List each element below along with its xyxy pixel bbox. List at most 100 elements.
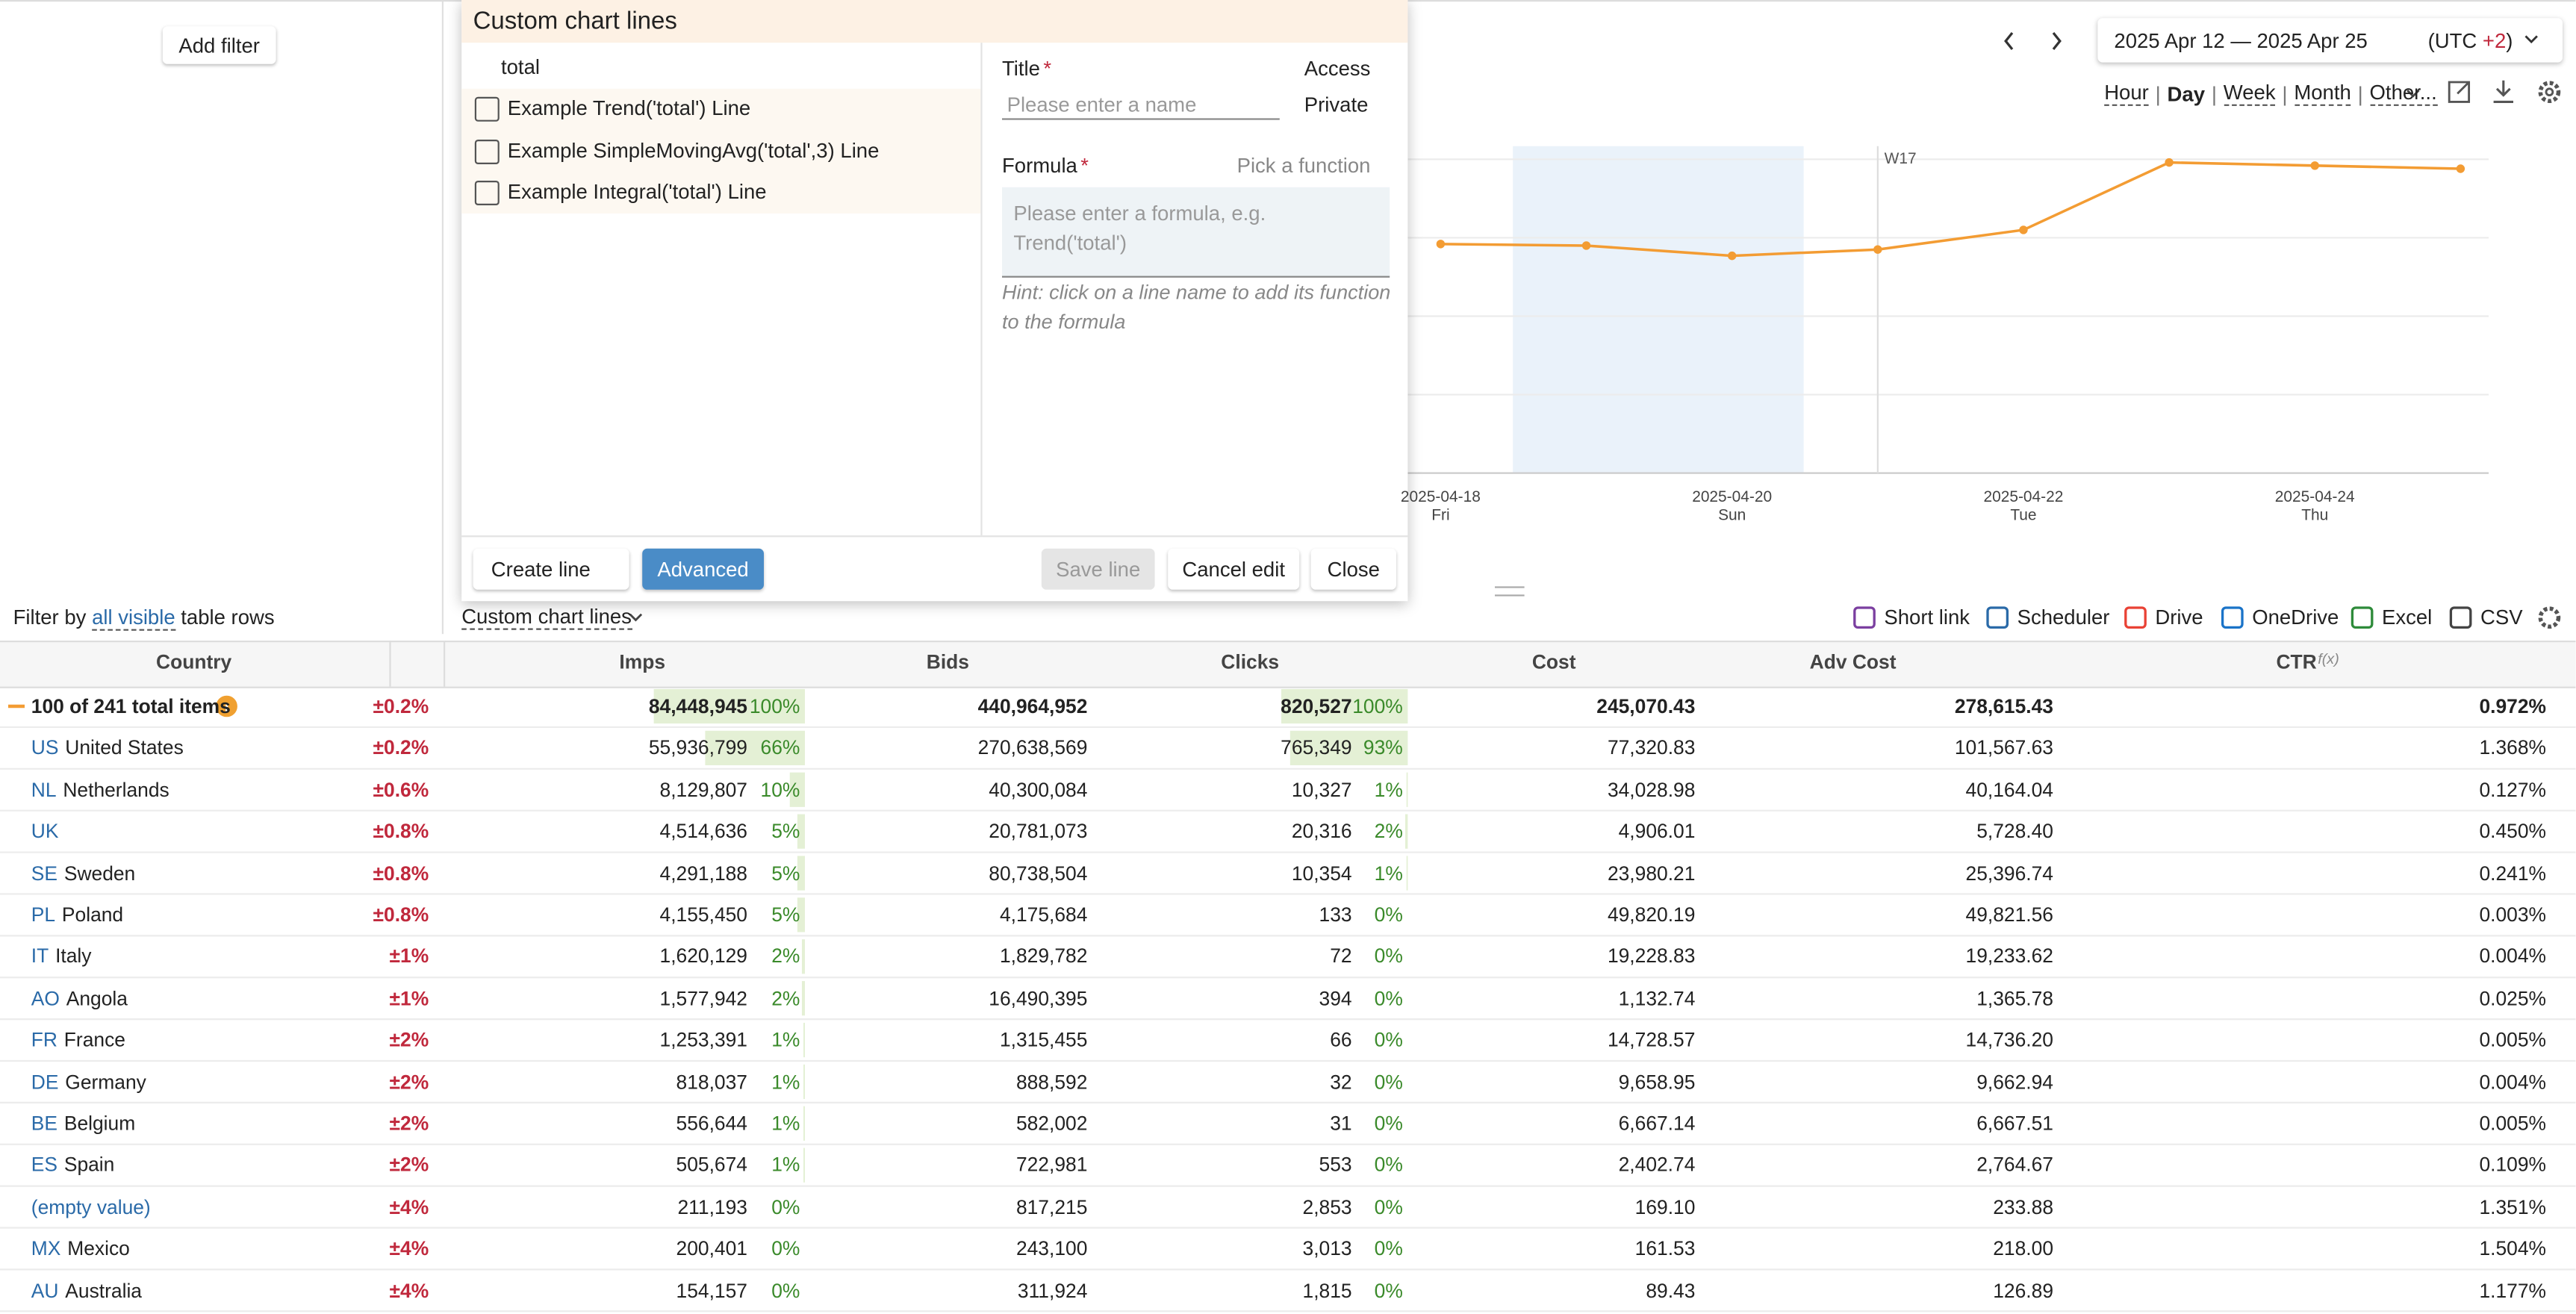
country-code[interactable]: AO bbox=[31, 986, 60, 1010]
cost-cell: 2,402.74 bbox=[1618, 1153, 1696, 1177]
checkbox[interactable] bbox=[474, 140, 500, 164]
date-range[interactable]: 2025 Apr 12 — 2025 Apr 25 bbox=[2114, 29, 2368, 53]
line-item[interactable]: total bbox=[501, 55, 541, 79]
splitter[interactable] bbox=[1495, 586, 1525, 597]
imps-cell: 211,193 bbox=[677, 1195, 748, 1218]
country-code[interactable]: MX bbox=[31, 1237, 61, 1260]
checkbox[interactable] bbox=[474, 96, 500, 122]
country-code[interactable]: BE bbox=[31, 1112, 58, 1136]
country-name[interactable]: Mexico bbox=[67, 1237, 130, 1260]
country-name[interactable]: Spain bbox=[63, 1153, 115, 1177]
export-link[interactable]: Short link bbox=[1884, 605, 1970, 629]
granularity-option[interactable]: Week bbox=[2223, 81, 2276, 106]
access-label: Access bbox=[1304, 57, 1371, 81]
clicks-cell: 10,327 bbox=[1291, 778, 1352, 802]
access-value[interactable]: Private bbox=[1304, 93, 1369, 117]
column-header[interactable]: Cost bbox=[1531, 650, 1576, 673]
country-code[interactable]: ES bbox=[31, 1153, 58, 1177]
country-name[interactable]: Belgium bbox=[63, 1112, 136, 1136]
col-divider bbox=[389, 641, 391, 687]
country-name[interactable]: France bbox=[63, 1028, 125, 1052]
cost-cell: 49,820.19 bbox=[1607, 903, 1696, 927]
granularity-option[interactable]: Hour bbox=[2104, 81, 2149, 106]
column-header[interactable]: Bids bbox=[926, 650, 970, 673]
ctr-cell: 0.004% bbox=[2479, 1070, 2546, 1094]
granularity-option[interactable]: Month bbox=[2294, 81, 2351, 106]
cancel-edit-button[interactable]: Cancel edit bbox=[1168, 548, 1300, 590]
column-header[interactable]: CTR bbox=[2276, 650, 2317, 673]
country-code[interactable]: DE bbox=[31, 1070, 59, 1094]
clicks-cell: 765,349 bbox=[1281, 736, 1352, 760]
dialog-header bbox=[461, 0, 1408, 43]
advanced-button[interactable]: Advanced bbox=[642, 548, 764, 590]
checkbox[interactable] bbox=[474, 181, 500, 205]
ctr-cell: 1.177% bbox=[2479, 1278, 2546, 1302]
export-link[interactable]: Scheduler bbox=[2017, 605, 2110, 629]
country-name[interactable]: (empty value) bbox=[31, 1195, 151, 1218]
imps-cell: 154,157 bbox=[676, 1278, 747, 1302]
cost-cell: 14,728.57 bbox=[1607, 1028, 1696, 1052]
share-label: 0% bbox=[1374, 1195, 1403, 1218]
add-filter-button[interactable]: Add filter bbox=[162, 26, 276, 64]
chevron-icon bbox=[2407, 89, 2420, 98]
filter-part: Filter by bbox=[13, 605, 93, 629]
close-button[interactable]: Close bbox=[1310, 548, 1396, 590]
country-code[interactable]: SE bbox=[31, 862, 58, 885]
share-label: 5% bbox=[771, 903, 800, 927]
separator: | bbox=[2211, 82, 2217, 105]
bids-cell: 270,638,569 bbox=[977, 736, 1088, 760]
settings-icon bbox=[2538, 81, 2561, 104]
country-name[interactable]: Netherlands bbox=[63, 778, 169, 802]
country-code[interactable]: PL bbox=[31, 903, 56, 927]
save-line-button[interactable]: Save line bbox=[1041, 548, 1155, 590]
country-name[interactable]: Italy bbox=[55, 944, 92, 968]
ctr-cell: 0.003% bbox=[2479, 903, 2546, 927]
line-item[interactable]: Example Trend('total') Line bbox=[507, 96, 751, 120]
country-code[interactable]: AU bbox=[31, 1278, 59, 1302]
country-code[interactable]: FR bbox=[31, 1028, 57, 1052]
column-header[interactable]: Imps bbox=[619, 650, 666, 673]
granularity-option[interactable]: Day bbox=[2167, 82, 2206, 105]
share-label: 100% bbox=[749, 694, 800, 718]
line-item[interactable]: Example SimpleMovingAvg('total',3) Line bbox=[507, 138, 880, 162]
country-code[interactable]: UK bbox=[31, 820, 59, 844]
next-icon bbox=[2052, 31, 2062, 51]
share-label: 5% bbox=[771, 862, 800, 885]
export-link[interactable]: CSV bbox=[2480, 605, 2523, 629]
export-link[interactable]: Drive bbox=[2155, 605, 2203, 629]
country-name[interactable]: Germany bbox=[65, 1070, 146, 1094]
create-line-button[interactable]: Create line bbox=[473, 548, 629, 590]
country-code[interactable]: IT bbox=[31, 944, 49, 968]
x-tick-sublabel: Sun bbox=[1718, 506, 1746, 525]
share-bar bbox=[797, 856, 805, 891]
export-link[interactable]: OneDrive bbox=[2252, 605, 2339, 629]
export-link[interactable]: Excel bbox=[2382, 605, 2433, 629]
title-placeholder[interactable]: Please enter a name bbox=[1007, 93, 1197, 117]
series-line bbox=[1440, 161, 2461, 258]
country-name[interactable]: Poland bbox=[61, 903, 124, 927]
country-name[interactable]: United States bbox=[65, 736, 184, 760]
share-label: 66% bbox=[760, 736, 800, 760]
filter-part[interactable]: all visible bbox=[92, 605, 175, 631]
column-header[interactable]: Country bbox=[156, 650, 232, 673]
line-item[interactable]: Example Integral('total') Line bbox=[507, 181, 767, 204]
chevron-icon bbox=[2524, 35, 2538, 44]
country-name[interactable]: Sweden bbox=[63, 862, 136, 885]
share-bar bbox=[1289, 730, 1408, 765]
clicks-cell: 72 bbox=[1330, 944, 1352, 968]
share-bar bbox=[803, 1022, 805, 1058]
country-code[interactable]: NL bbox=[31, 778, 57, 802]
chart-lines-menu[interactable]: Custom chart lines bbox=[461, 605, 632, 630]
column-header[interactable]: Adv Cost bbox=[1809, 650, 1897, 673]
share-label: 1% bbox=[1374, 778, 1403, 802]
granularity-option[interactable]: Other... bbox=[2369, 81, 2437, 106]
country-code[interactable]: US bbox=[31, 736, 59, 760]
pick-function[interactable]: Pick a function bbox=[1236, 154, 1371, 178]
country-name[interactable]: Angola bbox=[66, 986, 128, 1010]
column-header[interactable]: Clicks bbox=[1221, 650, 1280, 673]
formula-textarea[interactable] bbox=[1002, 187, 1390, 278]
ctr-cell: 0.241% bbox=[2479, 862, 2546, 885]
country-name[interactable]: Australia bbox=[65, 1278, 142, 1302]
